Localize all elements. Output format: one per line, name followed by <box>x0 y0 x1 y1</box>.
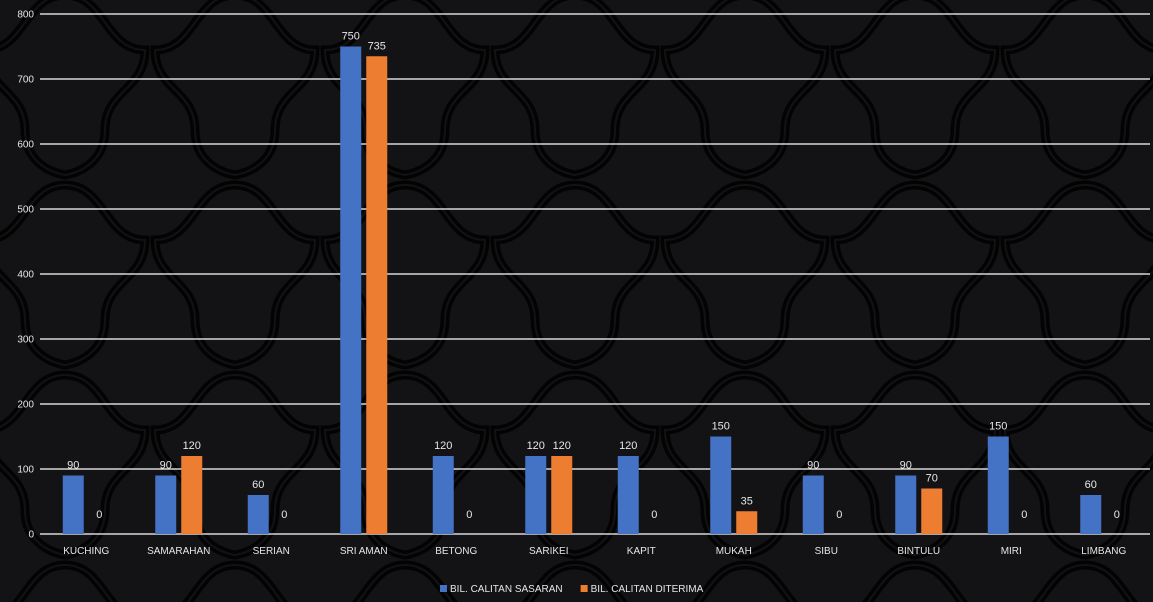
bars <box>62 46 1102 534</box>
data-label: 120 <box>434 440 452 452</box>
x-tick-label: MUKAH <box>716 546 752 557</box>
bar-sasaran <box>710 436 732 534</box>
y-tick-label: 0 <box>28 530 34 541</box>
data-label: 90 <box>807 460 819 472</box>
data-label: 60 <box>1085 479 1097 491</box>
data-label: 0 <box>1021 509 1027 521</box>
y-tick-label: 700 <box>17 75 34 86</box>
y-tick-label: 600 <box>17 140 34 151</box>
data-label: 120 <box>619 440 637 452</box>
bar-sasaran <box>62 475 84 534</box>
bar-sasaran <box>247 495 269 534</box>
data-label: 120 <box>527 440 545 452</box>
legend: BIL. CALITAN SASARAN BIL. CALITAN DITERIM… <box>440 584 704 595</box>
bar-sasaran <box>525 456 547 534</box>
bar-sasaran <box>802 475 824 534</box>
data-label: 90 <box>67 460 79 472</box>
gridlines <box>40 13 1150 535</box>
legend-label: BIL. CALITAN SASARAN <box>450 584 563 595</box>
data-label: 150 <box>712 421 730 433</box>
bar-sasaran <box>987 436 1009 534</box>
data-label: 735 <box>368 40 386 52</box>
data-label: 120 <box>553 440 571 452</box>
bar-diterima <box>181 456 203 534</box>
bar-sasaran <box>617 456 639 534</box>
bar-sasaran <box>895 475 917 534</box>
data-labels: 90 0 90 120 60 0 750 735 120 0 120 120 120 0 150 35 90 0 9… <box>67 31 1120 522</box>
data-label: 150 <box>989 421 1007 433</box>
y-axis: 0 100 200 300 400 500 600 700 800 <box>17 10 34 541</box>
data-label: 60 <box>252 479 264 491</box>
data-label: 70 <box>926 473 938 485</box>
data-label: 120 <box>183 440 201 452</box>
data-label: 0 <box>836 509 842 521</box>
bar-diterima <box>551 456 573 534</box>
bar-diterima <box>736 511 758 534</box>
bar-sasaran <box>432 456 454 534</box>
x-tick-label: BINTULU <box>897 546 940 557</box>
data-label: 90 <box>900 460 912 472</box>
data-label: 0 <box>1114 509 1120 521</box>
bar-diterima <box>366 56 388 534</box>
legend-swatch <box>580 585 588 592</box>
y-tick-label: 200 <box>17 400 34 411</box>
data-label: 0 <box>96 509 102 521</box>
x-axis: KUCHING SAMARAHAN SERIAN SRI AMAN BETONG SARI… <box>63 546 1126 557</box>
bar-sasaran <box>155 475 177 534</box>
x-tick-label: MIRI <box>1001 546 1022 557</box>
legend-label: BIL. CALITAN DITERIMA <box>591 584 704 595</box>
data-label: 90 <box>160 460 172 472</box>
y-tick-label: 100 <box>17 465 34 476</box>
y-tick-label: 400 <box>17 270 34 281</box>
x-tick-label: LIMBANG <box>1081 546 1126 557</box>
y-tick-label: 500 <box>17 205 34 216</box>
y-tick-label: 300 <box>17 335 34 346</box>
x-tick-label: SERIAN <box>253 546 290 557</box>
data-label: 35 <box>741 495 753 507</box>
data-label: 0 <box>281 509 287 521</box>
x-tick-label: BETONG <box>435 546 477 557</box>
x-tick-label: SARIKEI <box>529 546 568 557</box>
bar-diterima <box>921 488 943 534</box>
data-label: 0 <box>651 509 657 521</box>
x-tick-label: KUCHING <box>63 546 109 557</box>
legend-swatch <box>440 585 447 592</box>
data-label: 750 <box>342 31 360 43</box>
y-tick-label: 800 <box>17 10 34 21</box>
bar-sasaran <box>340 46 362 534</box>
x-tick-label: KAPIT <box>627 546 656 557</box>
bar-sasaran <box>1080 495 1102 534</box>
data-label: 0 <box>466 509 472 521</box>
x-tick-label: SRI AMAN <box>340 546 388 557</box>
x-tick-label: SAMARAHAN <box>147 546 210 557</box>
x-tick-label: SIBU <box>815 546 838 557</box>
